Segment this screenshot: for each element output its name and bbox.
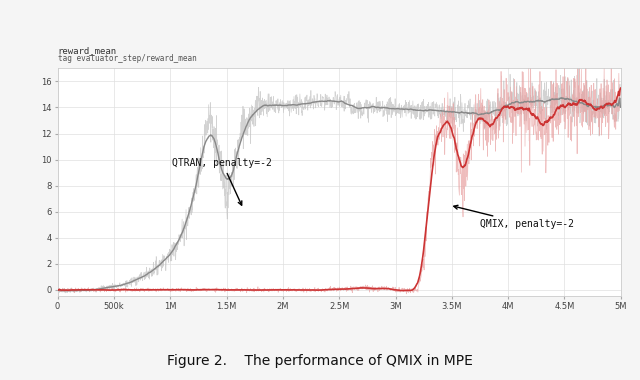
Text: tag evaluator_step/reward_mean: tag evaluator_step/reward_mean: [58, 54, 196, 63]
Text: reward_mean: reward_mean: [58, 46, 116, 55]
Text: QTRAN, penalty=-2: QTRAN, penalty=-2: [173, 158, 273, 205]
Text: QMIX, penalty=-2: QMIX, penalty=-2: [454, 205, 574, 230]
Text: Figure 2.    The performance of QMIX in MPE: Figure 2. The performance of QMIX in MPE: [167, 354, 473, 368]
